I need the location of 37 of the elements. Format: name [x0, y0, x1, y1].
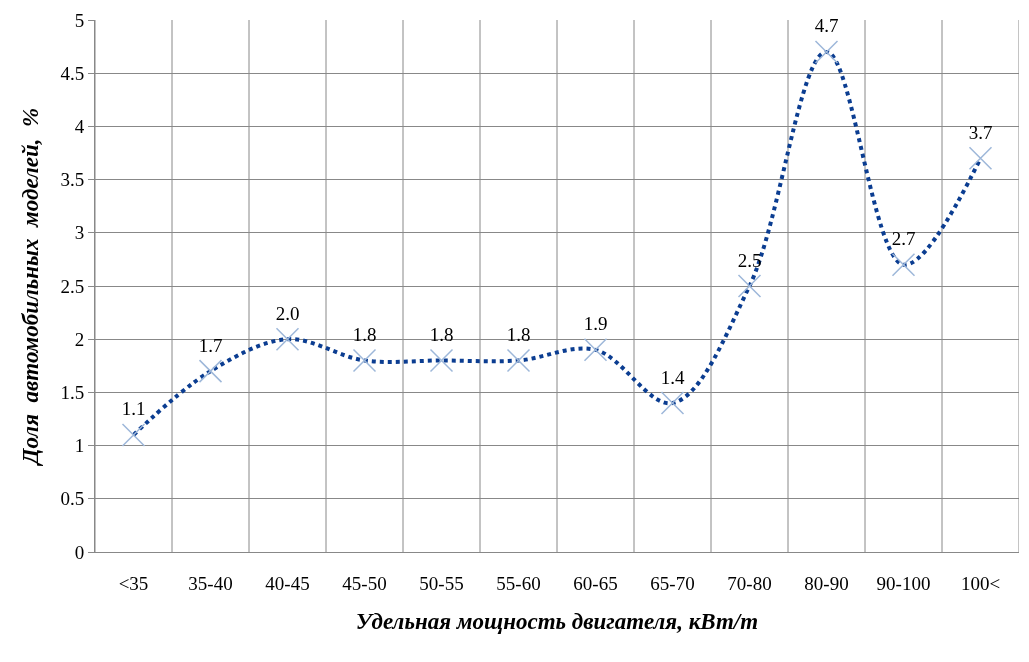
data-label: 1.1 [121, 398, 146, 420]
x-tick-label: 40-45 [265, 572, 310, 594]
y-tick-label: 5 [74, 9, 85, 31]
x-tick-label: 90-100 [876, 572, 931, 594]
data-label: 1.8 [429, 323, 454, 345]
x-tick-label: 80-90 [804, 572, 849, 594]
data-label: 1.8 [352, 323, 377, 345]
y-tick-label: 2.5 [60, 275, 85, 297]
x-tick-label: 60-65 [573, 572, 618, 594]
x-tick-label: 45-50 [342, 572, 387, 594]
y-tick-label: 0.5 [60, 488, 85, 510]
x-tick-label: <35 [118, 572, 149, 594]
x-tick-label: 100< [960, 572, 1001, 594]
data-label: 1.8 [506, 323, 531, 345]
y-tick-label: 3 [74, 222, 85, 244]
x-axis-title: Удельная мощность двигателя, кВт/т [355, 609, 759, 635]
x-tick-label: 50-55 [419, 572, 464, 594]
y-tick-label: 1 [74, 435, 85, 457]
x-tick-label: 55-60 [496, 572, 541, 594]
data-label: 1.4 [660, 366, 685, 388]
y-tick-label: 1.5 [60, 382, 85, 404]
x-tick-label: 70-80 [727, 572, 772, 594]
y-tick-label: 2 [74, 328, 85, 350]
data-label: 2.5 [737, 249, 762, 271]
data-label: 2.7 [891, 228, 916, 250]
data-label: 2.0 [275, 302, 300, 324]
y-tick-label: 4.5 [60, 62, 85, 84]
y-tick-label: 3.5 [60, 169, 85, 191]
data-label: 1.7 [198, 334, 223, 356]
data-label: 4.7 [814, 15, 839, 37]
y-tick-label: 0 [74, 541, 85, 563]
x-tick-label: 35-40 [188, 572, 233, 594]
y-tick-label: 4 [74, 116, 85, 138]
y-axis-title: Доля автомобильных моделей, % [17, 107, 43, 467]
x-tick-label: 65-70 [650, 572, 695, 594]
data-label: 1.9 [583, 313, 608, 335]
data-label: 3.7 [968, 121, 993, 143]
